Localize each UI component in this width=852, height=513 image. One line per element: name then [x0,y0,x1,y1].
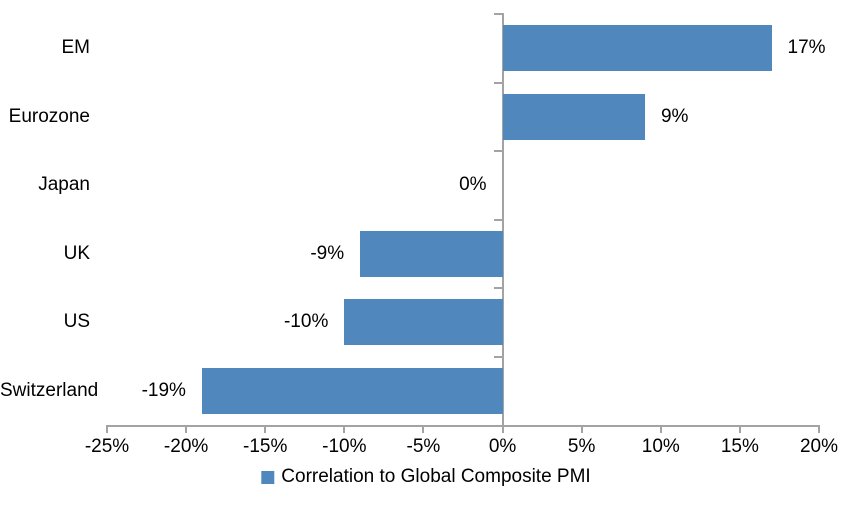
x-axis-tick-label: -10% [322,436,367,457]
category-label: US [63,311,90,333]
x-axis-tick-label: 5% [567,436,596,457]
category-axis-tick [493,355,502,358]
bar-em [502,25,772,72]
legend: Correlation to Global Composite PMI [261,466,591,488]
x-axis-tick [185,425,188,433]
bar-switzerland [201,367,503,414]
category-label: Switzerland [0,379,99,401]
x-axis-tick-label: -15% [243,436,288,457]
value-label: -19% [141,379,186,401]
x-axis-tick [264,425,267,433]
legend-swatch-icon [261,470,275,484]
x-axis-tick-label: -20% [163,436,209,457]
x-axis-tick [659,425,662,433]
value-label: 0% [459,174,487,196]
legend-label: Correlation to Global Composite PMI [281,466,591,487]
x-axis-tick [818,425,820,433]
x-axis-tick-label: 15% [720,436,759,457]
x-axis-tick [738,425,741,433]
x-axis-tick [422,425,425,433]
value-label: -10% [283,311,329,333]
category-axis-tick [493,218,502,221]
bar-us [344,299,503,346]
category-label: Eurozone [8,105,90,127]
x-axis-tick [580,425,583,433]
category-label: EM [61,37,91,59]
x-axis-tick-label: 20% [799,436,839,457]
value-label: -9% [310,242,345,264]
value-label: 17% [787,37,826,59]
value-label: 9% [660,105,689,127]
x-axis-tick [106,425,108,433]
category-label: UK [63,242,90,264]
x-axis-tick-label: 0% [488,436,517,457]
category-axis-tick [493,150,502,152]
zero-axis-line [501,13,504,433]
bar-uk [360,230,503,277]
category-label: Japan [38,174,90,196]
category-axis-tick [493,13,502,15]
category-axis-tick [493,81,502,84]
category-axis-tick [493,287,502,289]
x-axis-tick [501,425,504,433]
x-axis-tick-label: -25% [84,436,130,457]
x-axis-line [107,425,819,427]
bar-eurozone [502,93,645,140]
x-axis-tick-label: 10% [641,436,680,457]
x-axis-tick [343,425,346,433]
x-axis-tick-label: -5% [406,436,441,457]
